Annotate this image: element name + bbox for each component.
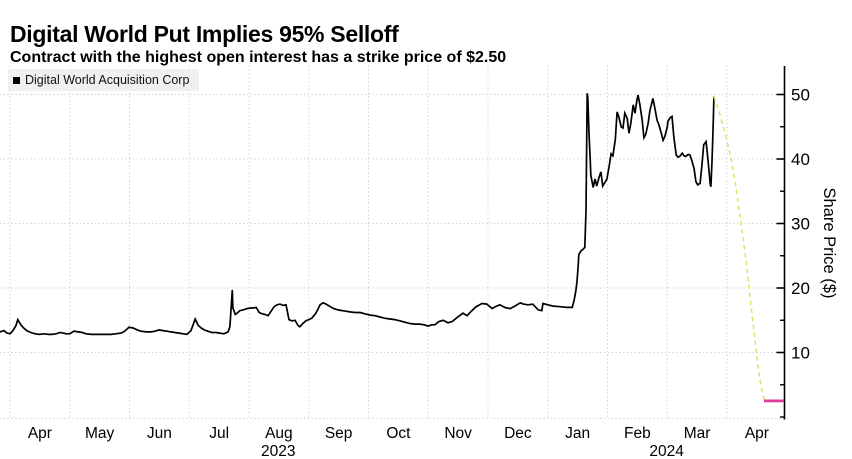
- x-month-label: Sep: [325, 425, 353, 442]
- y-tick-label: 50: [791, 86, 810, 105]
- legend: Digital World Acquisition Corp: [8, 69, 200, 91]
- x-month-label: Aug: [265, 425, 293, 442]
- x-year-label: 2023: [261, 443, 295, 459]
- x-month-label: Apr: [28, 425, 52, 442]
- price-line: [0, 93, 715, 336]
- y-tick-label: 30: [791, 215, 810, 234]
- y-axis-title: Share Price ($): [820, 188, 838, 299]
- x-month-label: Apr: [745, 425, 769, 442]
- x-month-label: Oct: [386, 425, 411, 442]
- x-month-label: Jul: [209, 425, 229, 442]
- x-month-label: Nov: [444, 425, 472, 442]
- x-month-label: Dec: [504, 425, 532, 442]
- page-subtitle: Contract with the highest open interest …: [10, 49, 507, 67]
- x-month-label: Jan: [565, 425, 590, 442]
- y-tick-label: 20: [791, 279, 810, 298]
- y-tick-label: 40: [791, 150, 810, 169]
- x-month-label: Feb: [624, 425, 651, 442]
- y-tick-label: 10: [791, 344, 810, 363]
- projection-line: [713, 96, 767, 402]
- x-month-label: May: [85, 425, 115, 442]
- x-year-label: 2024: [649, 443, 684, 459]
- x-month-label: Mar: [684, 425, 711, 442]
- x-month-label: Jun: [147, 425, 172, 442]
- legend-swatch-icon: [13, 76, 20, 84]
- legend-label: Digital World Acquisition Corp: [25, 73, 190, 87]
- page-title: Digital World Put Implies 95% Selloff: [10, 21, 399, 48]
